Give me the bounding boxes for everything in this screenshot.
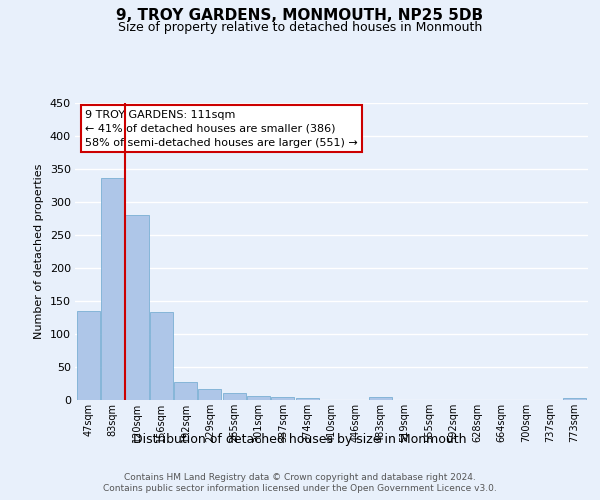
Bar: [150, 312, 173, 400]
Y-axis label: Number of detached properties: Number of detached properties: [34, 164, 44, 339]
Text: 9, TROY GARDENS, MONMOUTH, NP25 5DB: 9, TROY GARDENS, MONMOUTH, NP25 5DB: [116, 8, 484, 22]
Bar: [247, 396, 270, 400]
Text: Distribution of detached houses by size in Monmouth: Distribution of detached houses by size …: [133, 432, 467, 446]
Bar: [174, 382, 197, 400]
Bar: [199, 390, 221, 400]
Text: Contains public sector information licensed under the Open Government Licence v3: Contains public sector information licen…: [103, 484, 497, 493]
Bar: [77, 310, 100, 400]
Bar: [101, 178, 124, 400]
Text: Size of property relative to detached houses in Monmouth: Size of property relative to detached ho…: [118, 21, 482, 34]
Bar: [296, 398, 319, 400]
Bar: [368, 398, 392, 400]
Text: 9 TROY GARDENS: 111sqm
← 41% of detached houses are smaller (386)
58% of semi-de: 9 TROY GARDENS: 111sqm ← 41% of detached…: [85, 110, 358, 148]
Bar: [563, 398, 586, 400]
Bar: [125, 215, 149, 400]
Bar: [271, 396, 295, 400]
Text: Contains HM Land Registry data © Crown copyright and database right 2024.: Contains HM Land Registry data © Crown c…: [124, 472, 476, 482]
Bar: [223, 392, 246, 400]
